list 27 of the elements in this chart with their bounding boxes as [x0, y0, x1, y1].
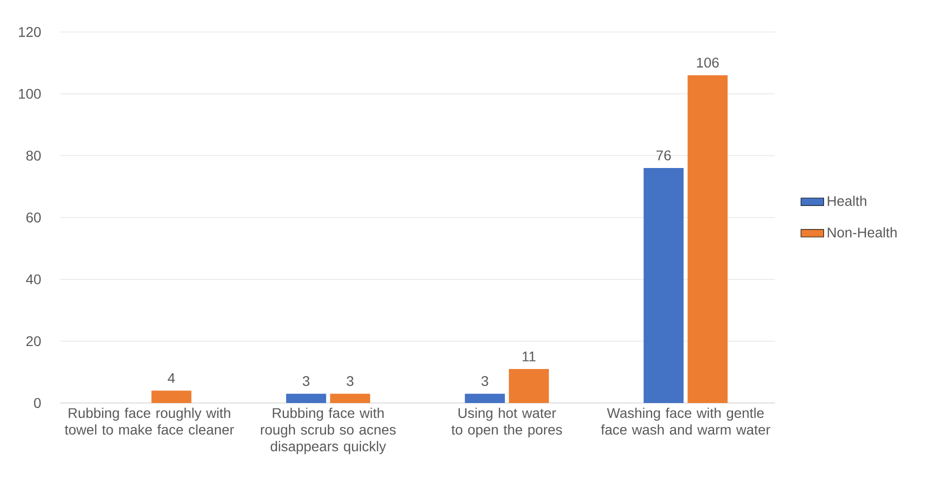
data-label: 3 — [302, 376, 310, 386]
bar — [508, 368, 549, 403]
bar — [688, 75, 728, 403]
bar — [151, 390, 192, 403]
y-tick-label: 40 — [26, 274, 41, 284]
x-tick-label: Rubbing face roughly with towel to make face cleaner — [64, 408, 234, 435]
data-label: 4 — [168, 373, 175, 383]
y-tick-label: 60 — [26, 212, 41, 222]
data-label: 11 — [522, 352, 536, 362]
bar — [464, 394, 505, 403]
x-tick-label: Rubbing face with rough scrub so acnes disappears quickly — [260, 408, 396, 454]
bar — [286, 394, 326, 403]
y-tick-label: 80 — [26, 150, 41, 161]
y-tick-label: 100 — [19, 88, 41, 99]
data-label: 3 — [346, 376, 354, 386]
legend-label: Non-Health — [828, 227, 897, 238]
bar — [644, 168, 684, 403]
x-tick-label: Washing face with gentle face wash and warm water — [601, 408, 770, 435]
y-tick-label: 20 — [26, 336, 41, 346]
data-label: 3 — [482, 376, 488, 386]
data-label: 76 — [656, 150, 671, 160]
legend-label: Health — [828, 196, 866, 206]
data-label: 106 — [697, 58, 719, 68]
bar — [330, 394, 370, 403]
y-tick-label: 0 — [34, 398, 41, 408]
x-tick-label: Using hot water to open the pores — [451, 408, 562, 438]
y-tick-label: 120 — [19, 27, 41, 37]
